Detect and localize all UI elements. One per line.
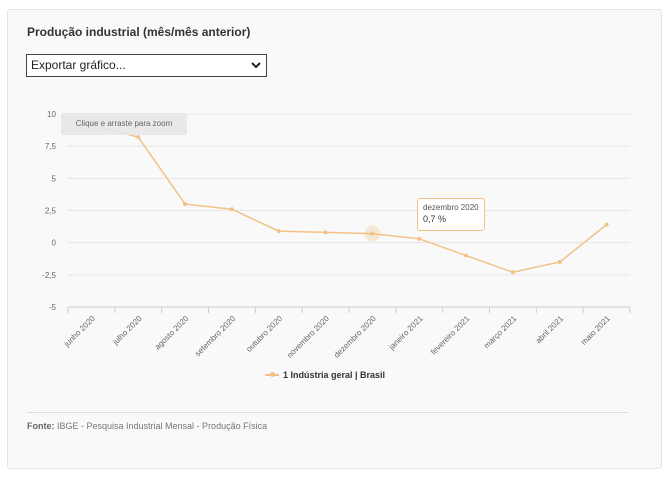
data-point[interactable]	[136, 135, 141, 140]
chart-title: Produção industrial (mês/mês anterior)	[27, 25, 251, 39]
export-chart-select[interactable]: Exportar gráfico...	[26, 54, 267, 77]
chart-card	[7, 9, 662, 469]
x-tick-label: agosto 2020	[153, 314, 191, 352]
y-tick-label: 10	[47, 110, 56, 119]
y-tick-label: 5	[52, 174, 57, 183]
source-label: Fonte:	[27, 421, 55, 431]
data-point[interactable]	[464, 253, 469, 258]
data-point[interactable]	[323, 230, 328, 235]
x-tick-label: abril 2021	[534, 314, 566, 346]
data-point[interactable]	[557, 259, 562, 264]
data-point[interactable]	[510, 270, 515, 275]
y-axis: 10 7,5 5 2,5 0 -2,5 -5	[42, 110, 56, 312]
x-axis: junho 2020 julho 2020 agosto 2020 setembro …	[62, 306, 631, 360]
x-tick-label: maio 2021	[579, 314, 612, 347]
source-note: Fonte: IBGE - Pesquisa Industrial Mensal…	[27, 421, 267, 431]
data-point[interactable]	[183, 202, 188, 207]
zoom-hint: Clique e arraste para zoom	[61, 113, 187, 135]
x-tick-label: janeiro 2021	[386, 314, 425, 353]
data-tooltip: dezembro 2020 0,7 %	[417, 198, 485, 231]
series-layer[interactable]	[89, 122, 609, 275]
data-point[interactable]	[276, 229, 281, 234]
legend-item[interactable]: 1 Indústria geral | Brasil	[265, 368, 385, 382]
data-point[interactable]	[604, 222, 609, 227]
x-tick-label: fevereiro 2021	[429, 314, 472, 357]
y-tick-label: 7,5	[45, 142, 57, 151]
x-tick-label: dezembro 2020	[332, 314, 378, 360]
export-chart-label: Exportar gráfico...	[31, 58, 126, 72]
x-tick-label: setembro 2020	[193, 314, 237, 358]
divider	[27, 412, 628, 413]
y-tick-label: -5	[49, 303, 57, 312]
source-text: IBGE - Pesquisa Industrial Mensal - Prod…	[54, 421, 268, 431]
y-tick-label: -2,5	[42, 271, 56, 280]
y-tick-label: 2,5	[45, 207, 57, 216]
tooltip-value: 0,7 %	[423, 214, 447, 224]
data-point[interactable]	[370, 231, 375, 236]
series-line[interactable]	[91, 123, 608, 274]
legend-label: 1 Indústria geral | Brasil	[283, 370, 386, 380]
x-tick-label: novembro 2020	[285, 314, 331, 360]
legend-swatch	[265, 372, 279, 377]
data-point[interactable]	[229, 207, 234, 212]
x-tick-label: julho 2020	[110, 314, 144, 348]
y-tick-label: 0	[52, 239, 57, 248]
tooltip-category: dezembro 2020	[423, 203, 479, 212]
data-point[interactable]	[417, 236, 422, 241]
x-tick-label: outubro 2020	[244, 314, 284, 354]
x-tick-label: março 2021	[482, 314, 519, 351]
grid	[68, 113, 630, 276]
chevron-down-icon	[249, 55, 263, 76]
x-tick-label: junho 2020	[62, 314, 97, 349]
